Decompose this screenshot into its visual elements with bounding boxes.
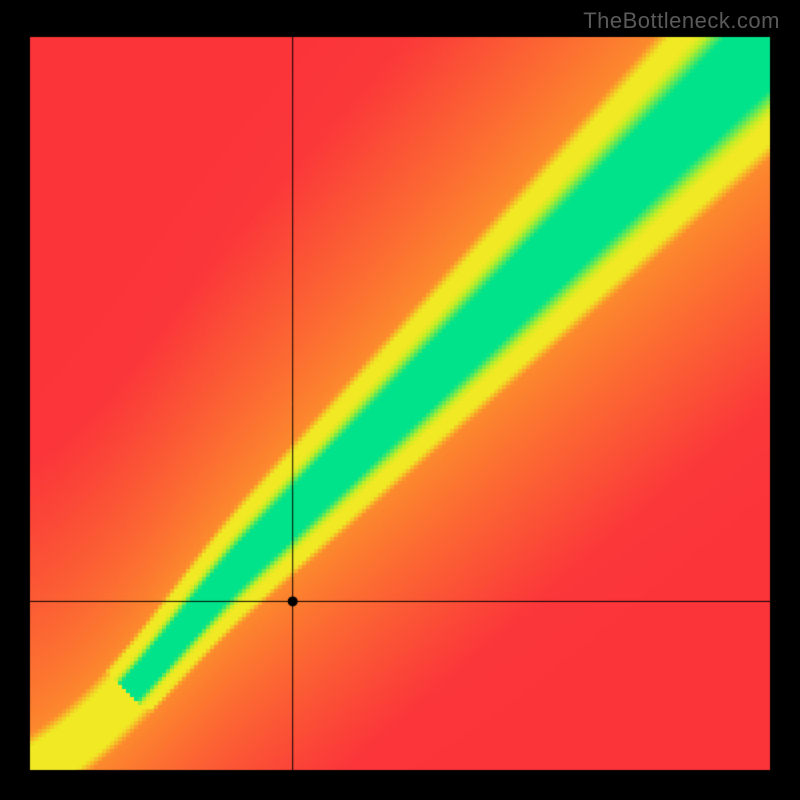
bottleneck-heatmap [0, 0, 800, 800]
chart-container: TheBottleneck.com [0, 0, 800, 800]
watermark-text: TheBottleneck.com [583, 8, 780, 34]
